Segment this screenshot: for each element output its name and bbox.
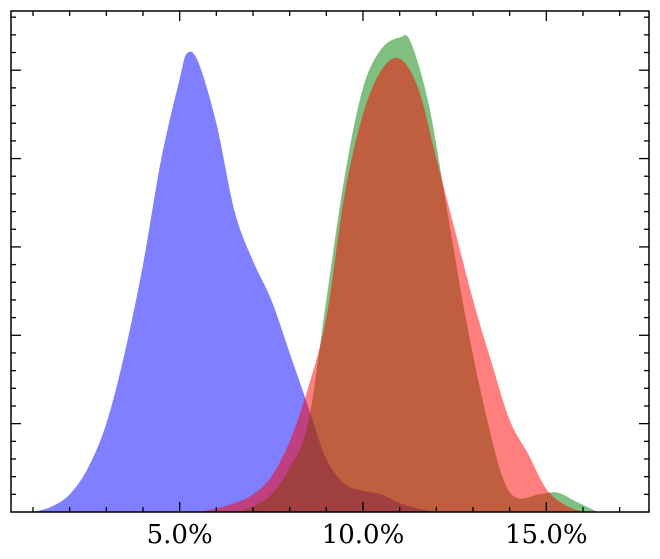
density-area-1 — [33, 51, 437, 513]
plot-frame — [10, 10, 650, 513]
density-area-3 — [198, 57, 583, 513]
x-tick-label: 5.0% — [147, 520, 213, 550]
series-areas — [33, 35, 598, 513]
x-tick-label: 10.0% — [322, 520, 405, 550]
axis-ticks — [11, 11, 649, 512]
x-tick-labels: 5.0% 10.0% 15.0% — [147, 520, 588, 550]
x-tick-label: 15.0% — [505, 520, 588, 550]
